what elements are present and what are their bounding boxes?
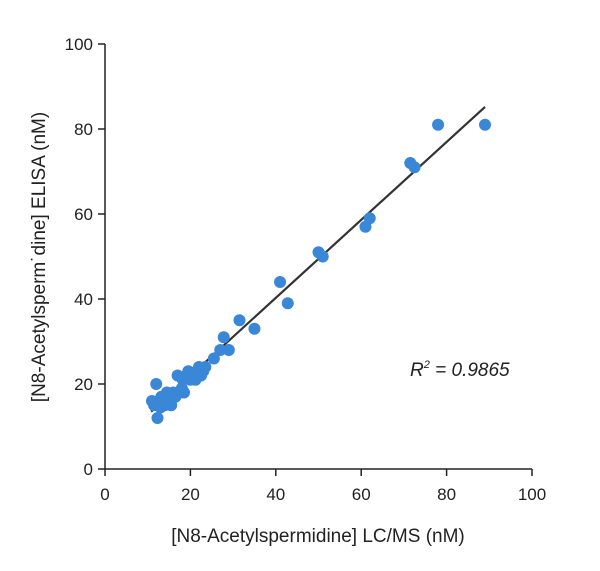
data-point <box>233 314 246 327</box>
x-ticks: 0 20 40 60 80 100 <box>100 469 546 504</box>
y-tick-label: 20 <box>74 375 93 394</box>
data-point <box>363 212 376 225</box>
x-axis-title: [N8-Acetylspermidine] LC/MS (nM) <box>171 526 465 547</box>
y-tick-label: 100 <box>65 35 93 54</box>
y-ticks: 0 20 40 60 80 100 <box>65 35 105 479</box>
data-point <box>199 361 212 373</box>
data-point <box>248 322 261 335</box>
data-point <box>222 344 235 356</box>
x-tick-label: 20 <box>181 485 200 504</box>
y-tick-label: 0 <box>84 460 93 479</box>
y-tick-label: 60 <box>74 205 93 224</box>
data-point <box>207 352 220 365</box>
x-tick-label: 100 <box>518 485 546 504</box>
y-tick-label: 40 <box>74 290 93 309</box>
x-tick-label: 0 <box>100 485 109 504</box>
data-point <box>274 276 287 288</box>
data-point <box>151 412 164 424</box>
r-squared-symbol: R <box>410 360 424 381</box>
data-point <box>217 331 230 344</box>
r-squared-value: = 0.9865 <box>430 360 510 381</box>
r-squared-annotation: R2 = 0.9865 <box>410 359 510 381</box>
data-point <box>150 378 163 390</box>
x-tick-label: 60 <box>352 485 371 504</box>
data-point <box>177 386 190 399</box>
data-point <box>214 344 227 356</box>
data-point <box>479 118 492 131</box>
data-points <box>145 118 492 424</box>
y-tick-label: 80 <box>74 120 93 139</box>
x-tick-label: 80 <box>437 485 456 504</box>
data-point <box>432 118 445 131</box>
data-point <box>281 297 294 310</box>
axes <box>104 44 532 470</box>
data-point <box>408 161 421 174</box>
y-axis-title: [N8-Acetylsperm˙dine] ELISA (nM) <box>29 112 50 402</box>
r-squared-superscript: 2 <box>423 359 430 371</box>
data-point <box>316 250 329 263</box>
x-tick-label: 40 <box>266 485 285 504</box>
